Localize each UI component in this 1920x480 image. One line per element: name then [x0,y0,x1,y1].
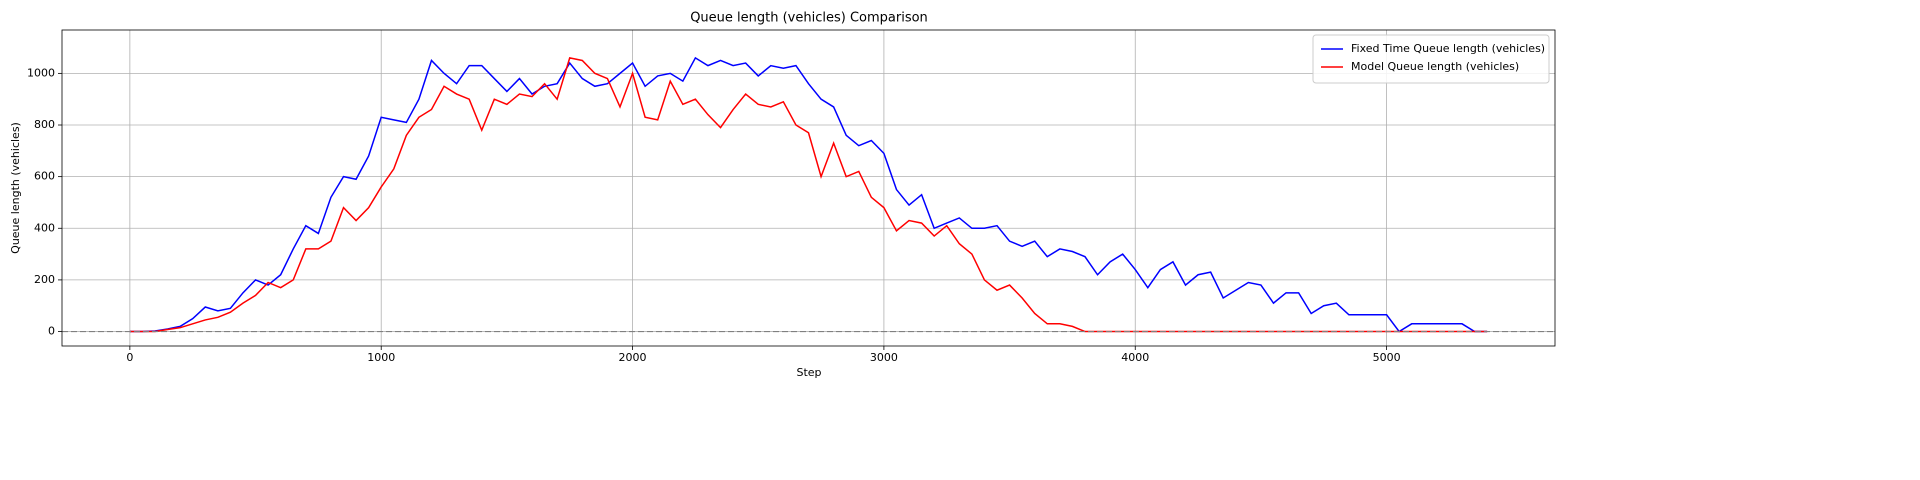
data-line [129,57,1488,333]
x-tick-label: 5000 [1373,351,1401,364]
y-tick-label: 800 [34,118,55,131]
plot-frame [61,29,1556,347]
x-tick-label: 3000 [870,351,898,364]
legend-box [1312,34,1550,84]
x-tick-label: 0 [126,351,133,364]
data-line [129,56,1488,333]
y-axis-label: Queue length (vehicles) [9,122,22,254]
y-tick-label: 0 [48,325,55,338]
chart-title: Queue length (vehicles) Comparison [690,11,928,26]
legend-label: Model Queue length (vehicles) [1351,60,1519,73]
x-tick-label: 2000 [619,351,647,364]
y-tick-label: 600 [34,170,55,183]
x-axis-label: Step [796,366,821,379]
y-tick-label: 1000 [27,66,55,79]
legend-label: Fixed Time Queue length (vehicles) [1351,42,1545,55]
y-tick-label: 400 [34,221,55,234]
y-tick-label: 200 [34,273,55,286]
x-tick-label: 1000 [367,351,395,364]
x-tick-label: 4000 [1121,351,1149,364]
